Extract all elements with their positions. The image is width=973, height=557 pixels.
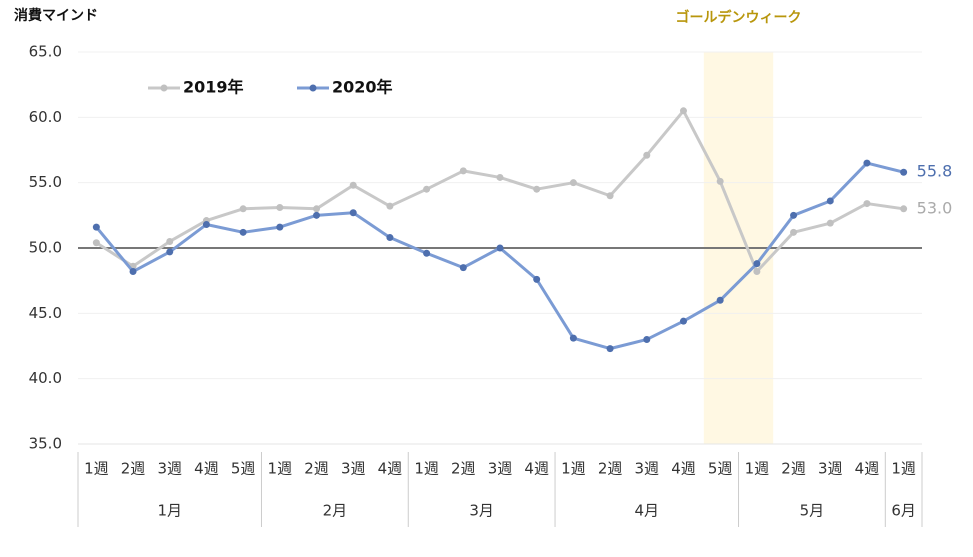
data-point	[606, 192, 614, 200]
x-tick-label: 1週	[745, 460, 770, 478]
data-point	[349, 181, 357, 189]
x-tick-label: 4週	[194, 460, 219, 478]
x-tick-label: 1週	[268, 460, 293, 478]
data-point	[716, 296, 724, 304]
data-point	[826, 219, 834, 227]
data-point	[129, 268, 137, 276]
x-tick-label: 1週	[561, 460, 586, 478]
x-tick-label: 1週	[414, 460, 439, 478]
data-point	[276, 203, 284, 211]
data-label: 55.8	[917, 162, 953, 181]
data-point	[643, 335, 651, 343]
data-point	[459, 264, 467, 272]
data-point	[166, 248, 174, 256]
data-point	[386, 202, 394, 210]
y-tick-label: 35.0	[29, 435, 62, 453]
data-point	[569, 334, 577, 342]
data-point	[92, 239, 100, 247]
y-tick-label: 60.0	[29, 108, 62, 126]
x-tick-label: 3週	[488, 460, 513, 478]
data-point	[753, 260, 761, 268]
data-point	[863, 159, 871, 167]
legend-label: 2020年	[332, 78, 393, 97]
group-label: 6月	[891, 502, 916, 520]
data-point	[569, 179, 577, 187]
data-point	[496, 173, 504, 181]
data-point	[679, 107, 687, 115]
x-tick-label: 3週	[341, 460, 366, 478]
x-tick-label: 1週	[891, 460, 916, 478]
x-tick-label: 4週	[378, 460, 403, 478]
group-label: 4月	[635, 502, 660, 520]
data-point	[606, 345, 614, 353]
data-point	[313, 211, 321, 219]
data-point	[900, 168, 908, 176]
x-tick-label: 4週	[855, 460, 880, 478]
highlight-label: ゴールデンウィーク	[676, 9, 802, 26]
data-point	[349, 209, 357, 217]
x-tick-label: 1週	[84, 460, 109, 478]
data-point	[313, 205, 321, 213]
x-tick-label: 3週	[635, 460, 660, 478]
y-tick-label: 65.0	[29, 43, 62, 61]
series-line	[95, 161, 905, 351]
data-label: 53.0	[917, 198, 953, 217]
data-point	[239, 205, 247, 213]
data-point	[423, 249, 431, 257]
group-label: 1月	[157, 502, 182, 520]
x-tick-label: 2週	[121, 460, 146, 478]
group-label: 5月	[800, 502, 825, 520]
data-point	[239, 228, 247, 236]
group-label: 3月	[469, 502, 494, 520]
legend-label: 2019年	[183, 78, 244, 97]
x-tick-label: 2週	[451, 460, 476, 478]
data-point	[533, 275, 541, 283]
data-point	[753, 268, 761, 276]
x-tick-label: 5週	[231, 460, 256, 478]
y-axis-title: 消費マインド	[14, 7, 98, 24]
x-tick-label: 4週	[671, 460, 696, 478]
x-tick-label: 2週	[304, 460, 329, 478]
data-point	[533, 185, 541, 193]
y-tick-label: 50.0	[29, 239, 62, 257]
data-point	[166, 237, 174, 245]
y-tick-label: 45.0	[29, 304, 62, 322]
y-tick-label: 55.0	[29, 173, 62, 191]
x-tick-label: 4週	[524, 460, 549, 478]
x-tick-label: 3週	[818, 460, 843, 478]
data-point	[423, 185, 431, 193]
data-point	[92, 223, 100, 231]
data-point	[643, 151, 651, 159]
data-point	[202, 220, 210, 228]
x-tick-label: 2週	[781, 460, 806, 478]
data-point	[386, 234, 394, 242]
legend-marker	[309, 84, 317, 92]
data-point	[863, 200, 871, 208]
data-point	[496, 244, 504, 252]
y-tick-label: 40.0	[29, 369, 62, 387]
data-point	[826, 197, 834, 205]
data-point	[679, 317, 687, 325]
data-point	[900, 205, 908, 213]
data-point	[790, 211, 798, 219]
x-tick-label: 3週	[157, 460, 182, 478]
data-point	[276, 223, 284, 231]
data-point	[790, 228, 798, 236]
data-point	[716, 177, 724, 185]
data-point	[459, 167, 467, 175]
x-tick-label: 2週	[598, 460, 623, 478]
group-label: 2月	[323, 502, 348, 520]
x-tick-label: 5週	[708, 460, 733, 478]
legend-marker	[160, 84, 168, 92]
